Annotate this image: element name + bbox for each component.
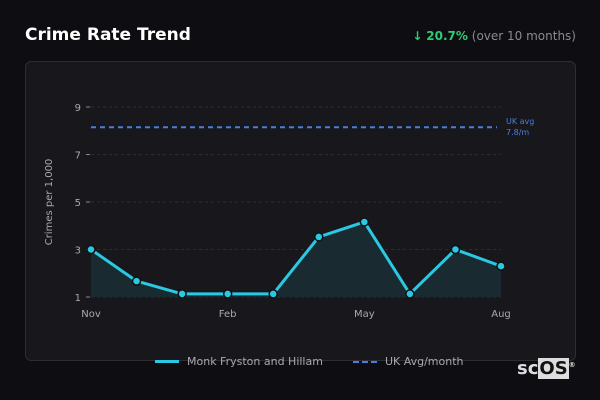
legend-series[interactable]: Monk Fryston and Hillam xyxy=(187,355,323,368)
y-tick-label: 9 xyxy=(75,103,81,114)
data-point xyxy=(86,244,96,255)
legend: Monk Fryston and Hillam UK Avg/month xyxy=(155,355,464,368)
legend-reference[interactable]: UK Avg/month xyxy=(384,355,464,368)
legend-swatch-series xyxy=(155,360,179,363)
data-point xyxy=(405,289,415,299)
data-point xyxy=(496,261,506,271)
change-pct: 20.7% xyxy=(426,29,468,43)
y-tick-label: 1 xyxy=(75,293,81,304)
change-arrow: ↓ xyxy=(412,29,423,43)
data-point xyxy=(359,217,370,227)
x-tick-label: Feb xyxy=(219,309,237,320)
x-tick-label: Aug xyxy=(491,309,511,320)
data-point xyxy=(131,276,142,286)
chart-card xyxy=(25,61,576,361)
data-point xyxy=(177,289,187,299)
uk-avg-value: 7.8/m xyxy=(506,128,529,137)
data-point xyxy=(222,289,233,299)
x-tick-label: May xyxy=(354,309,375,320)
x-tick-label: Nov xyxy=(81,309,101,320)
y-axis-label: Crimes per 1,000 xyxy=(44,159,55,246)
series-line xyxy=(90,220,502,296)
change-period: (over 10 months) xyxy=(471,29,576,43)
uk-avg-label: UK avg xyxy=(506,117,534,126)
y-tick-label: 7 xyxy=(75,151,81,162)
change-indicator: ↓ 20.7% (over 10 months) xyxy=(412,29,576,43)
scos-logo: scOS® xyxy=(517,358,576,379)
data-point xyxy=(314,232,324,242)
y-tick-label: 3 xyxy=(75,246,81,257)
page-title: Crime Rate Trend xyxy=(25,25,191,45)
legend-swatch-reference xyxy=(352,360,377,363)
y-tick-label: 5 xyxy=(75,198,81,209)
data-point xyxy=(268,289,278,299)
data-point xyxy=(450,244,461,255)
